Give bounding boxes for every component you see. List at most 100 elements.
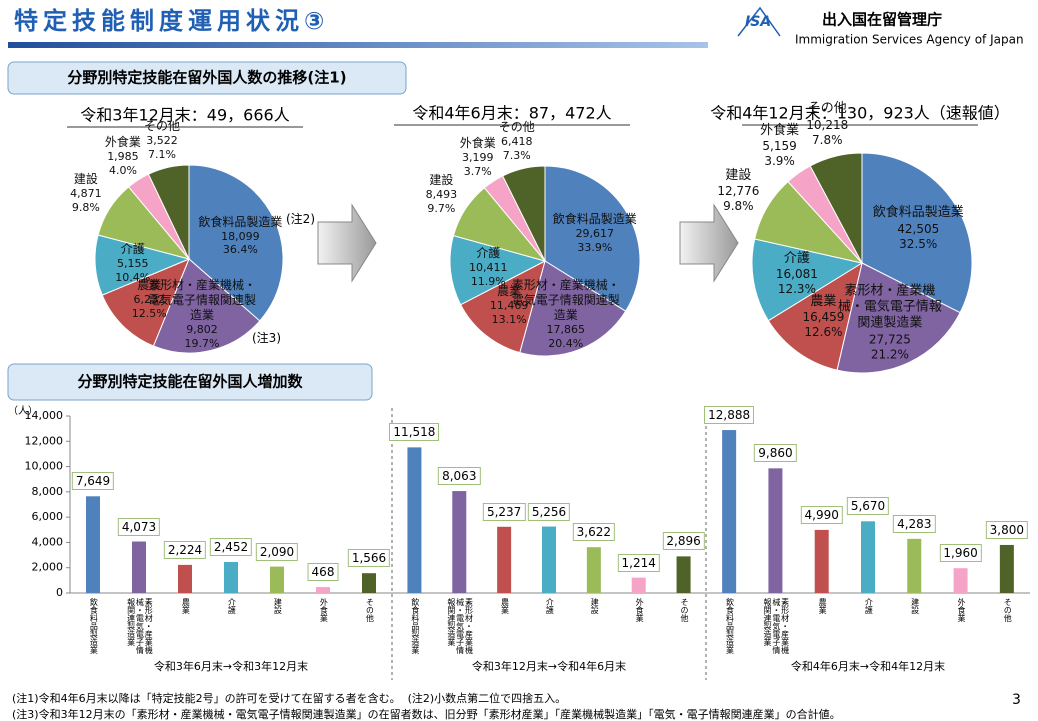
bar bbox=[497, 526, 512, 593]
slice-name: 介護 bbox=[783, 250, 810, 266]
pie-slice bbox=[502, 165, 546, 262]
pie-slice bbox=[459, 260, 546, 354]
bar-value-label: 5,670 bbox=[846, 497, 890, 516]
slice-value: 11,469 bbox=[489, 299, 529, 313]
slice-percent: 32.5% bbox=[899, 236, 938, 251]
slice-name: 外食業 bbox=[459, 136, 496, 151]
slice-label: 建設 4,871 9.8% bbox=[51, 172, 121, 215]
x-tick-label: 外食業 bbox=[635, 598, 645, 622]
pie-slice bbox=[147, 164, 190, 260]
bar bbox=[814, 529, 829, 593]
slice-percent: 13.1% bbox=[491, 312, 527, 326]
y-tick-label: 12,000 bbox=[25, 434, 64, 447]
bar-value-label: 2,090 bbox=[255, 542, 299, 561]
slice-value: 29,617 bbox=[575, 227, 615, 241]
bar bbox=[86, 496, 100, 593]
pie-slice bbox=[188, 164, 284, 322]
slice-label: 介護 16,081 12.3% bbox=[742, 251, 852, 297]
pie-slice bbox=[101, 258, 190, 347]
x-tick-label: その他 bbox=[365, 598, 375, 622]
section-box bbox=[7, 363, 373, 401]
bar-value-label: 11,518 bbox=[389, 423, 440, 442]
slice-name: 飲食料品製造業 bbox=[198, 214, 283, 229]
x-tick-label: 建設 bbox=[910, 598, 920, 614]
x-tick-label: その他 bbox=[1003, 598, 1013, 622]
y-tick-label: 2,000 bbox=[32, 561, 64, 574]
bar bbox=[722, 430, 737, 593]
x-tick-label: 農業 bbox=[818, 598, 828, 614]
y-tick-label: 8,000 bbox=[32, 485, 64, 498]
slice-value: 1,985 bbox=[107, 149, 139, 163]
slice-value: 27,725 bbox=[868, 332, 911, 347]
slice-label: 外食業 1,985 4.0% bbox=[88, 135, 158, 178]
slice-percent: 7.1% bbox=[148, 147, 176, 161]
slice-label: 建設 8,493 9.7% bbox=[406, 173, 476, 216]
pie-title: 令和3年12月末：49，666人 bbox=[80, 106, 289, 125]
bar bbox=[768, 468, 783, 593]
x-tick-label: 介護 bbox=[864, 598, 874, 614]
bar-value-label: 5,237 bbox=[482, 502, 526, 521]
slice-percent: 36.4% bbox=[222, 243, 258, 257]
slice-name: 外食業 bbox=[760, 123, 800, 138]
bar-value-label: 4,283 bbox=[893, 514, 936, 533]
bar-value-label: 7,649 bbox=[71, 472, 115, 491]
bar-value-label: 2,896 bbox=[662, 532, 705, 551]
slice-percent: 9.8% bbox=[723, 199, 754, 214]
slice-label: 介護 10,411 11.9% bbox=[433, 246, 543, 289]
slice-percent: 12.3% bbox=[777, 282, 816, 297]
slice-percent: 7.8% bbox=[812, 132, 843, 147]
slice-percent: 3.7% bbox=[463, 164, 492, 178]
slice-value: 16,459 bbox=[802, 309, 845, 324]
note: (注2)小数点第二位で四捨五入。 bbox=[407, 692, 567, 705]
slice-label: 農業 16,459 12.6% bbox=[768, 293, 878, 339]
x-tick-label: 飲食料品製造業 bbox=[89, 598, 99, 654]
slice-name: 素形材・産業機械・電気電子情報関連製造業 bbox=[511, 277, 620, 322]
slice-name: 飲食料品製造業 bbox=[872, 205, 964, 221]
slice-name: 農業 bbox=[137, 277, 162, 292]
bar bbox=[999, 544, 1014, 593]
slice-label: 素形材・産業機械・電気電子情報関連製造業 9,802 19.7% bbox=[147, 278, 257, 351]
slice-label: 農業 11,469 13.1% bbox=[454, 284, 564, 327]
slice-value: 17,865 bbox=[546, 322, 585, 336]
slice-name: その他 bbox=[807, 101, 847, 117]
slice-value: 6,232 bbox=[133, 292, 165, 306]
pie-slice bbox=[152, 258, 261, 354]
arrow bbox=[317, 203, 377, 283]
slice-percent: 9.8% bbox=[71, 200, 100, 214]
x-tick-label: 介護 bbox=[227, 598, 237, 614]
pie-slice bbox=[836, 262, 961, 374]
x-tick-label: 外食業 bbox=[956, 598, 966, 622]
group-label: 令和3年12月末→令和4年6月末 bbox=[471, 660, 627, 673]
slice-name: 建設 bbox=[73, 172, 98, 187]
bar bbox=[407, 447, 422, 593]
bar bbox=[953, 568, 968, 593]
bar bbox=[676, 556, 691, 593]
pie-title: 令和4年12月末：130，923人（速報値） bbox=[710, 104, 1010, 123]
bar bbox=[542, 526, 556, 593]
slice-label: 素形材・産業機械・電気電子情報関連製造業 17,865 20.4% bbox=[511, 278, 621, 351]
x-tick-label: 素形材・産業機械・電気電子情報関連製造業 bbox=[763, 598, 790, 654]
slice-value: 16,081 bbox=[775, 267, 818, 282]
bar bbox=[631, 577, 646, 593]
slice-name: その他 bbox=[143, 118, 180, 133]
slice-value: 9,802 bbox=[186, 322, 218, 336]
page-number: 3 bbox=[1012, 692, 1021, 708]
bar bbox=[132, 541, 146, 593]
bar-value-label: 1,566 bbox=[347, 549, 391, 568]
bar bbox=[270, 566, 284, 593]
section-title: 分野別特定技能在留外国人増加数 bbox=[77, 373, 303, 391]
page-title: 特定技能制度運用状況③ bbox=[14, 7, 329, 35]
slice-percent: 3.9% bbox=[764, 154, 795, 169]
pie-slice bbox=[751, 238, 864, 322]
bar bbox=[586, 547, 601, 593]
x-tick-label: 建設 bbox=[273, 598, 283, 614]
logo-mark bbox=[737, 6, 781, 37]
slice-percent: 21.2% bbox=[870, 347, 909, 362]
slice-label: その他 6,418 7.3% bbox=[482, 120, 552, 163]
slice-value: 42,505 bbox=[897, 221, 940, 236]
x-tick-label: 農業 bbox=[181, 598, 191, 614]
bar bbox=[362, 573, 376, 593]
slice-label: 外食業 5,159 3.9% bbox=[745, 123, 815, 169]
